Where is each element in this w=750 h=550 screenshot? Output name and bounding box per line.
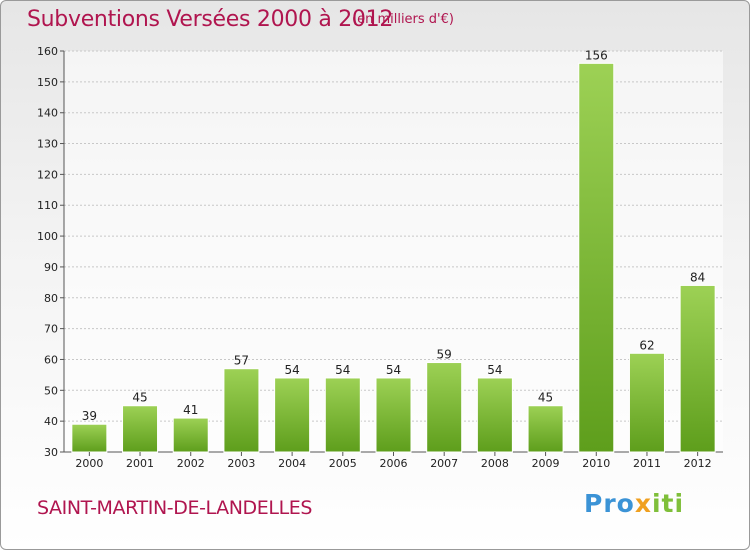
x-tick-label-2010: 2010 [582, 457, 610, 470]
data-label-2001: 45 [132, 391, 147, 405]
y-tick-label: 80 [44, 292, 58, 305]
data-label-2009: 45 [538, 391, 553, 405]
data-label-2010: 156 [585, 48, 608, 62]
x-tick-label-2004: 2004 [278, 457, 306, 470]
chart-title: Subventions Versées 2000 à 2012 [27, 7, 394, 32]
bar-2002 [172, 417, 209, 453]
y-tick-label: 70 [44, 323, 58, 336]
bar-2012 [679, 284, 716, 453]
bar-2001 [122, 405, 159, 453]
y-tick-label: 160 [37, 45, 58, 58]
bar-2009 [527, 405, 564, 453]
bar-2010 [578, 62, 615, 453]
commune-name: SAINT-MARTIN-DE-LANDELLES [37, 497, 313, 519]
bar-2005 [324, 377, 361, 453]
y-tick-label: 100 [37, 230, 58, 243]
x-tick-label-2006: 2006 [380, 457, 408, 470]
x-tick-label-2007: 2007 [430, 457, 458, 470]
bar-2006 [375, 377, 412, 453]
x-tick-label-2005: 2005 [329, 457, 357, 470]
data-label-2008: 54 [487, 363, 502, 377]
y-tick-label: 60 [44, 353, 58, 366]
x-tick-label-2011: 2011 [633, 457, 661, 470]
bar-2004 [274, 377, 311, 453]
x-tick-label-2009: 2009 [532, 457, 560, 470]
data-label-2005: 54 [335, 363, 350, 377]
data-label-2002: 41 [183, 403, 198, 417]
x-tick-label-2008: 2008 [481, 457, 509, 470]
y-tick-label: 40 [44, 415, 58, 428]
y-tick-label: 110 [37, 199, 58, 212]
x-tick-label-2003: 2003 [227, 457, 255, 470]
data-label-2007: 59 [437, 348, 452, 362]
data-label-2006: 54 [386, 363, 401, 377]
bar-2003 [223, 368, 260, 453]
data-label-2012: 84 [690, 270, 705, 284]
data-label-2004: 54 [284, 363, 299, 377]
data-label-2003: 57 [234, 354, 249, 368]
y-tick-label: 150 [37, 76, 58, 89]
bar-2000 [71, 423, 108, 453]
y-tick-label: 50 [44, 384, 58, 397]
bar-2011 [628, 352, 665, 453]
x-tick-label-2012: 2012 [684, 457, 712, 470]
bar-2008 [476, 377, 513, 453]
bar-2007 [426, 362, 463, 453]
x-tick-label-2001: 2001 [126, 457, 154, 470]
x-tick-label-2002: 2002 [177, 457, 205, 470]
y-tick-label: 30 [44, 446, 58, 459]
y-tick-label: 130 [37, 138, 58, 151]
y-tick-label: 90 [44, 261, 58, 274]
data-label-2011: 62 [639, 338, 654, 352]
chart-unit: (en milliers d'€) [352, 12, 454, 27]
data-label-2000: 39 [82, 409, 97, 423]
x-tick-label-2000: 2000 [75, 457, 103, 470]
y-tick-label: 120 [37, 168, 58, 181]
proxiti-logo: Proxiti [584, 489, 685, 518]
y-tick-label: 140 [37, 107, 58, 120]
